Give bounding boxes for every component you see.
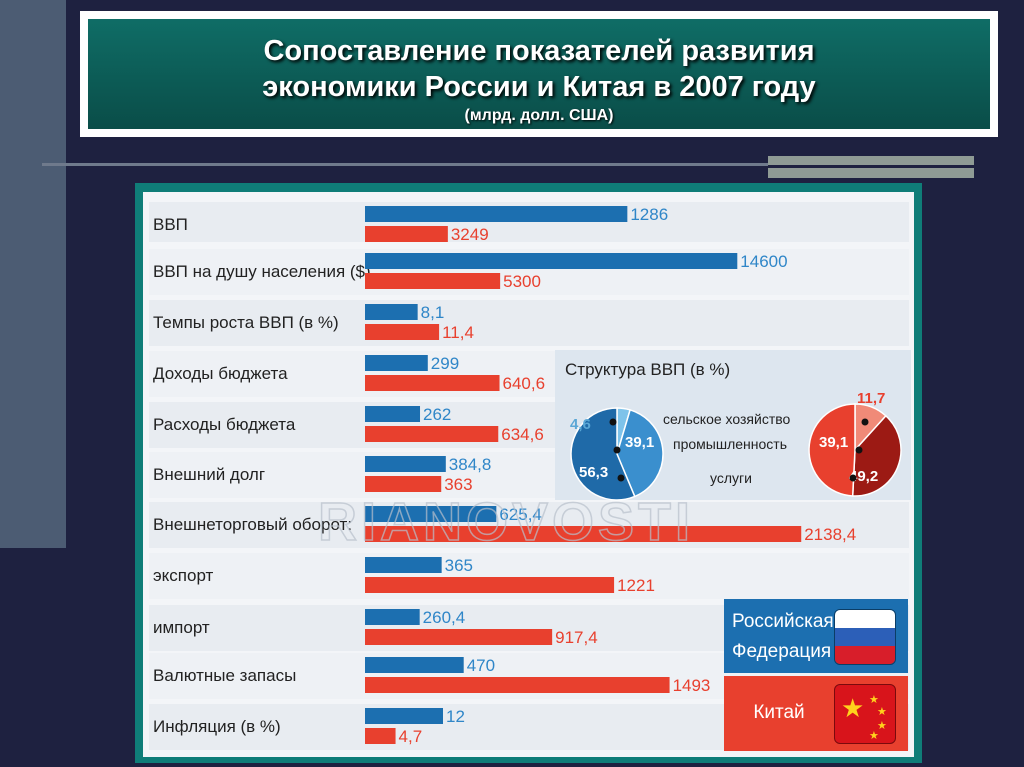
china-bar: [365, 273, 501, 289]
russia-pie-label: 56,3: [579, 464, 608, 481]
russia-bar: [365, 206, 628, 222]
russia-bar: [365, 304, 418, 320]
row-strip: [149, 300, 909, 346]
category-label: ВВП: [153, 215, 188, 234]
legend-russia-line2: Федерация: [732, 641, 832, 662]
category-label: Внешний долг: [153, 465, 265, 484]
china-pie-label: 39,1: [819, 434, 848, 451]
russia-bar: [365, 506, 497, 522]
leader-dot: [861, 418, 869, 426]
leader-dot: [617, 474, 625, 482]
russia-bar: [365, 253, 738, 269]
category-label: Внешнеторговый оборот:: [153, 515, 352, 534]
leader-dot: [609, 418, 617, 426]
slide-title-line1: Сопоставление показателей развития: [263, 35, 815, 67]
slide-title-line2: экономики России и Китая в 2007 году: [262, 71, 816, 103]
divider-accent: [768, 156, 974, 178]
china-value-label: 2138,4: [804, 525, 856, 544]
legend-china-label: Китай: [753, 702, 805, 723]
china-bar: [365, 226, 448, 242]
russia-value-label: 365: [445, 556, 473, 575]
china-value-label: 363: [444, 475, 472, 494]
china-bar: [365, 677, 670, 693]
russia-value-label: 470: [467, 656, 495, 675]
china-value-label: 4,7: [399, 727, 423, 746]
china-pie-label: 11,7: [857, 390, 885, 407]
slide-title: Сопоставление показателей развития эконо…: [88, 33, 990, 105]
china-value-label: 5300: [503, 272, 541, 291]
china-value-label: 640,6: [503, 374, 546, 393]
russia-value-label: 260,4: [423, 608, 466, 627]
russia-bar: [365, 557, 442, 573]
china-bar: [365, 476, 442, 492]
russia-bar: [365, 456, 446, 472]
russia-value-label: 14600: [740, 252, 787, 271]
russia-pie-label: 4,6: [570, 416, 591, 433]
china-value-label: 1493: [673, 676, 711, 695]
category-label: Доходы бюджета: [153, 364, 288, 383]
category-label: ВВП на душу населения ($): [153, 262, 371, 281]
title-inner: Сопоставление показателей развития эконо…: [88, 19, 990, 129]
russia-bar: [365, 609, 420, 625]
category-label: Темпы роста ВВП (в %): [153, 313, 339, 332]
china-value-label: 11,4: [442, 323, 474, 342]
left-decor-panel: [0, 0, 66, 548]
watermark-text: RIANOVOSTI: [318, 492, 694, 552]
pie-category-label: сельское хозяйство: [663, 411, 791, 427]
russia-value-label: 262: [423, 405, 451, 424]
china-bar: [365, 426, 499, 442]
china-bar: [365, 324, 440, 340]
legend-russia-line1: Российская: [732, 611, 834, 632]
category-label: импорт: [153, 618, 210, 637]
category-label: Инфляция (в %): [153, 717, 281, 736]
russia-pie-label: 39,1: [625, 434, 654, 451]
china-bar: [365, 526, 802, 542]
legend-china: Китай ★ ★ ★ ★ ★: [724, 676, 908, 751]
china-flag-icon: ★ ★ ★ ★ ★: [834, 684, 896, 744]
russia-bar: [365, 406, 421, 422]
russia-bar: [365, 355, 428, 371]
pie-category-label: услуги: [710, 470, 752, 486]
legend-russia-label: Российская Федерация: [732, 607, 834, 667]
pie-category-label: промышленность: [673, 436, 787, 452]
china-pie-slice: [808, 403, 856, 497]
leader-dot: [855, 446, 863, 454]
china-value-label: 634,6: [501, 425, 544, 444]
china-value-label: 3249: [451, 225, 489, 244]
pie-title: Структура ВВП (в %): [565, 360, 730, 379]
china-bar: [365, 577, 615, 593]
divider-line: [42, 163, 970, 166]
russia-value-label: 1286: [630, 205, 668, 224]
leader-dot: [613, 446, 621, 454]
leader-dot: [849, 474, 857, 482]
title-box: Сопоставление показателей развития эконо…: [80, 11, 998, 137]
russia-value-label: 625,4: [499, 505, 542, 524]
category-label: Валютные запасы: [153, 666, 296, 685]
china-bar: [365, 629, 553, 645]
china-value-label: 917,4: [555, 628, 598, 647]
russia-value-label: 384,8: [449, 455, 492, 474]
category-label: экспорт: [153, 566, 214, 585]
china-pie-slice: [851, 414, 902, 497]
slide-subtitle: (млрд. долл. США): [464, 107, 614, 124]
china-value-label: 1221: [617, 576, 655, 595]
russia-bar: [365, 708, 443, 724]
china-pie-label: 49,2: [849, 468, 878, 485]
china-bar: [365, 375, 500, 391]
china-bar: [365, 728, 396, 744]
russia-value-label: 8,1: [421, 303, 445, 322]
russia-bar: [365, 657, 464, 673]
russia-flag-icon: [834, 609, 896, 665]
russia-value-label: 299: [431, 354, 459, 373]
category-label: Расходы бюджета: [153, 415, 296, 434]
russia-value-label: 12: [446, 707, 465, 726]
legend-russia: Российская Федерация: [724, 599, 908, 673]
russia-pie-slice: [616, 408, 664, 498]
